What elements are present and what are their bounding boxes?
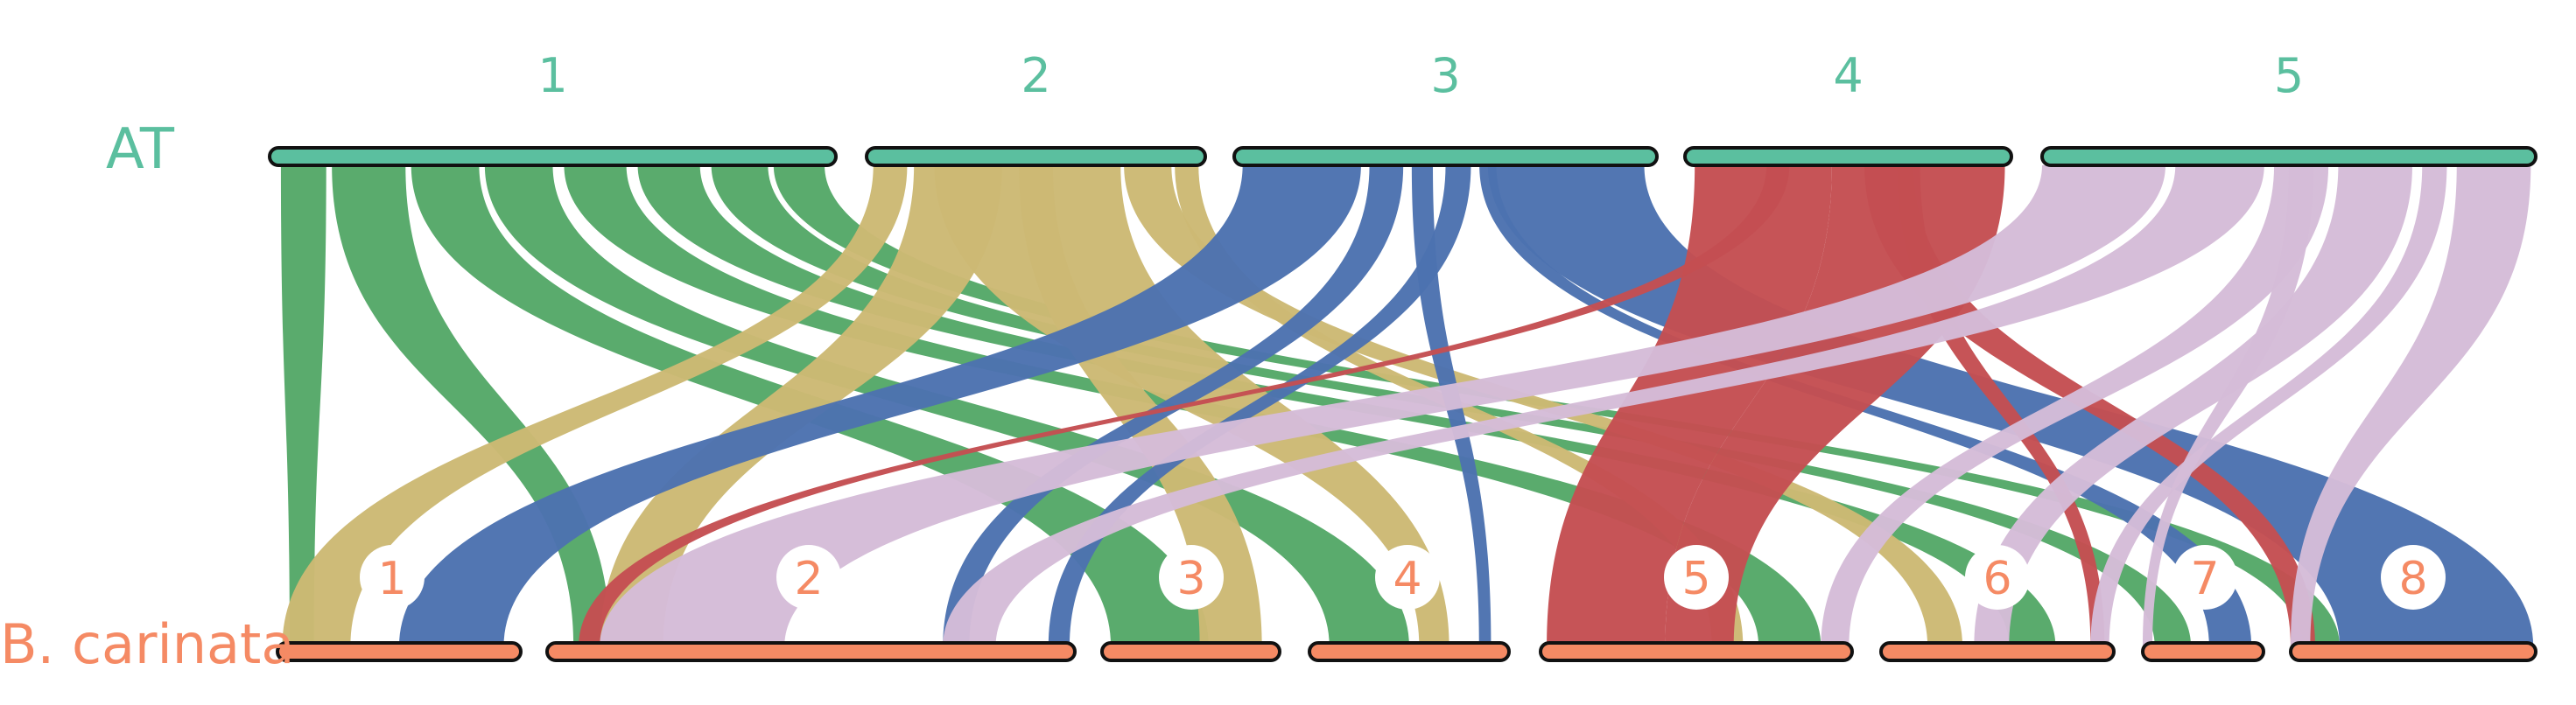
top-genome-label: AT — [106, 117, 175, 182]
synteny-link-1-to-4 — [484, 165, 1409, 646]
bottom-chromosome-label-1: 1 — [377, 553, 406, 605]
synteny-link-4-to-2 — [579, 165, 1790, 646]
bottom-chromosome-badge-4 — [1375, 545, 1440, 610]
top-chromosome-bar-4 — [1683, 146, 2013, 167]
bottom-chromosome-badges: 1 2 3 4 5 6 7 8 — [360, 545, 2446, 610]
synteny-link-4-to-5 — [1547, 165, 1832, 646]
synteny-link-5-to-6 — [2090, 165, 2447, 646]
bottom-chromosome-badge-3 — [1159, 545, 1224, 610]
bottom-chromosome-label-3: 3 — [1176, 553, 1205, 605]
bottom-chromosome-label-5: 5 — [1681, 553, 1710, 605]
top-chromosome-label-4: 4 — [1833, 48, 1863, 103]
synteny-link-2-to-3 — [1019, 165, 1262, 646]
synteny-link-4-to-8 — [1864, 165, 2315, 646]
synteny-link-2-to-2 — [600, 165, 1002, 646]
bottom-chromosome-label-6: 6 — [1983, 553, 2011, 605]
bottom-chromosome-label-2: 2 — [794, 553, 823, 605]
top-chromosome-bar-2 — [865, 146, 1207, 167]
bottom-chromosome-badge-6 — [1965, 545, 2030, 610]
synteny-link-1-to-1 — [280, 165, 326, 646]
synteny-link-4-to-6 — [1897, 165, 2105, 646]
synteny-link-1-to-2 — [332, 165, 611, 646]
synteny-link-3-to-1 — [399, 165, 1361, 646]
link-layer — [280, 165, 2534, 646]
synteny-link-5-to-6 — [1974, 165, 2412, 646]
bottom-chromosome-bars — [276, 641, 2537, 662]
bottom-chromosome-badge-5 — [1664, 545, 1729, 610]
bottom-genome-label: B. carinata — [0, 612, 294, 676]
synteny-link-5-to-7 — [2143, 165, 2314, 646]
bottom-chromosome-badge-8 — [2381, 545, 2446, 610]
top-chromosome-label-2: 2 — [1021, 48, 1050, 103]
bottom-chromosome-label-7: 7 — [2190, 553, 2219, 605]
synteny-link-2-to-6 — [1124, 165, 1963, 646]
bottom-chromosome-bar-8 — [2289, 641, 2537, 662]
synteny-link-2-to-1 — [282, 165, 908, 646]
top-chromosome-bar-3 — [1232, 146, 1659, 167]
bottom-chromosome-badge-7 — [2172, 545, 2237, 610]
bottom-chromosome-bar-7 — [2141, 641, 2265, 662]
synteny-link-5-to-2 — [600, 165, 2165, 646]
top-chromosome-labels: 1 2 3 4 5 — [537, 48, 2304, 103]
bottom-chromosome-bar-6 — [1879, 641, 2116, 662]
bottom-chromosome-bar-5 — [1539, 641, 1854, 662]
top-chromosome-label-5: 5 — [2274, 48, 2304, 103]
bottom-chromosome-bar-3 — [1100, 641, 1281, 662]
top-chromosome-bar-1 — [268, 146, 838, 167]
top-chromosome-bars — [268, 146, 2537, 167]
top-chromosome-bar-5 — [2040, 146, 2537, 167]
bottom-chromosome-badge-1 — [360, 545, 425, 610]
bottom-chromosome-label-4: 4 — [1393, 553, 1421, 605]
synteny-link-5-to-5 — [1821, 165, 2329, 646]
synteny-link-5-to-8 — [2291, 165, 2531, 646]
top-chromosome-label-1: 1 — [537, 48, 567, 103]
synteny-link-3-to-2 — [1048, 165, 1471, 646]
bottom-chromosome-label-8: 8 — [2398, 553, 2427, 605]
bottom-chromosome-bar-4 — [1308, 641, 1511, 662]
bottom-chromosome-badge-2 — [776, 545, 841, 610]
top-chromosome-label-3: 3 — [1430, 48, 1460, 103]
bottom-chromosome-bar-2 — [545, 641, 1077, 662]
bottom-chromosome-bar-1 — [276, 641, 523, 662]
synteny-link-5-to-2 — [943, 165, 2264, 646]
